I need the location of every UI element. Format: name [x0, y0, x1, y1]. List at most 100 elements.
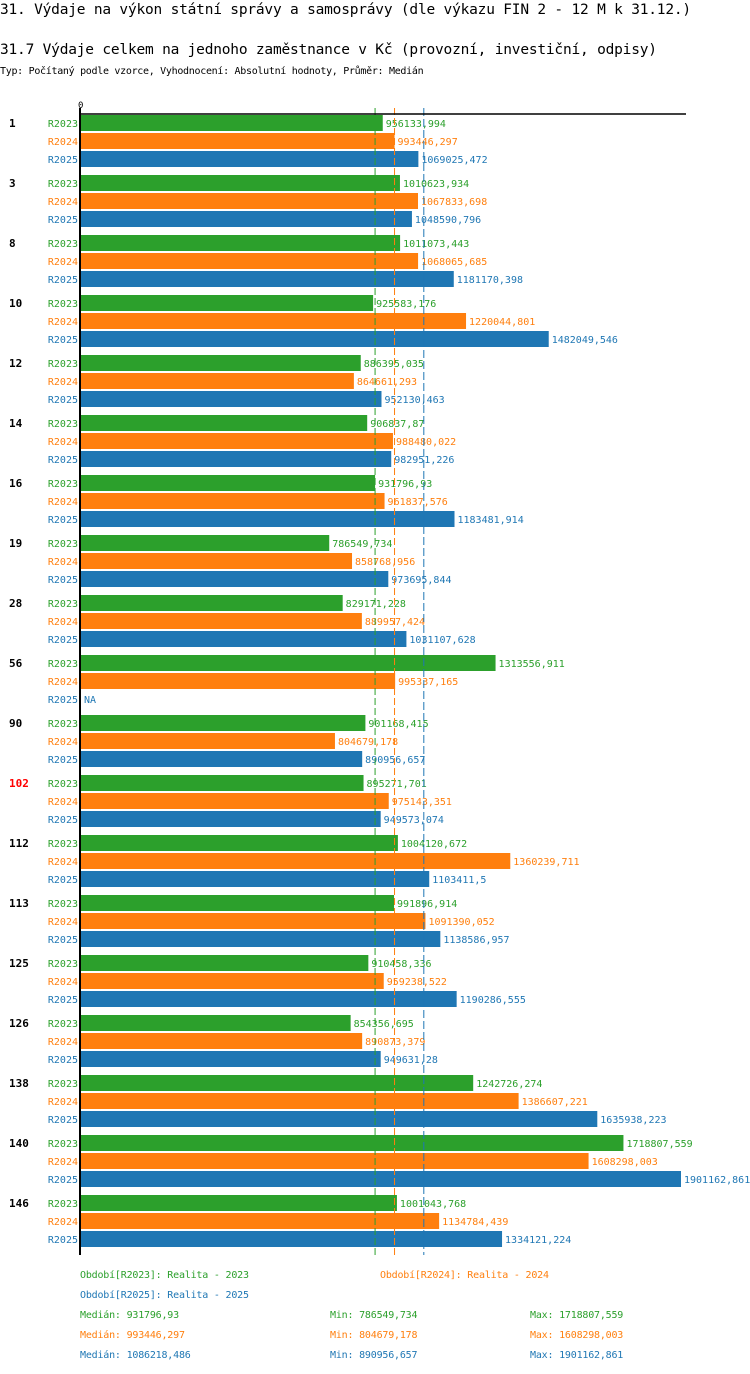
bar: [81, 271, 454, 287]
value-label: NA: [84, 695, 96, 706]
stat-median-r2024: Medián: 993446,297: [80, 1330, 185, 1341]
x-tick-label: 0: [78, 101, 83, 111]
value-label: 975143,351: [392, 797, 452, 808]
series-label: R2025: [48, 155, 78, 166]
value-label: 886395,035: [364, 359, 424, 370]
series-label: R2025: [48, 1055, 78, 1066]
value-label: 982951,226: [394, 455, 454, 466]
value-label: 1635938,223: [600, 1115, 666, 1126]
value-label: 1001043,768: [400, 1199, 466, 1210]
value-label: 890873,379: [365, 1037, 425, 1048]
bar: [81, 913, 426, 929]
category-label: 16: [9, 477, 23, 490]
value-label: 925583,176: [376, 299, 436, 310]
series-label: R2024: [48, 257, 78, 268]
legend-r2024: Období[R2024]: Realita - 2024: [380, 1270, 549, 1281]
value-label: 993446,297: [398, 137, 458, 148]
bar: [81, 391, 382, 407]
category-label: 3: [9, 177, 16, 190]
series-label: R2023: [48, 1139, 78, 1150]
value-label: 1608298,003: [592, 1157, 658, 1168]
series-label: R2024: [48, 917, 78, 928]
series-label: R2024: [48, 557, 78, 568]
series-label: R2025: [48, 1235, 78, 1246]
category-label: 1: [9, 117, 16, 130]
value-label: 959238,522: [387, 977, 447, 988]
series-label: R2024: [48, 437, 78, 448]
series-label: R2025: [48, 275, 78, 286]
value-label: 1183481,914: [458, 515, 524, 526]
series-label: R2025: [48, 635, 78, 646]
category-label: 102: [9, 777, 29, 790]
series-label: R2025: [48, 875, 78, 886]
bar: [81, 415, 368, 431]
value-label: 1138586,957: [443, 935, 509, 946]
value-label: 1360239,711: [513, 857, 579, 868]
section-title: 31. Výdaje na výkon státní správy a samo…: [0, 2, 691, 18]
bar: [81, 733, 335, 749]
bar: [81, 1051, 381, 1067]
value-label: 949573,074: [384, 815, 444, 826]
category-label: 146: [9, 1197, 29, 1210]
stat-min-r2023: Min: 786549,734: [330, 1310, 418, 1321]
bar: [81, 751, 363, 767]
category-label: 19: [9, 537, 22, 550]
value-label: 1181170,398: [457, 275, 523, 286]
bar: [81, 175, 400, 191]
bar: [81, 1153, 589, 1169]
value-label: 1067833,698: [421, 197, 487, 208]
legend-r2023: Období[R2023]: Realita - 2023: [80, 1270, 249, 1281]
value-label: 804679,178: [338, 737, 398, 748]
series-label: R2023: [48, 179, 78, 190]
bar: [81, 853, 511, 869]
series-label: R2025: [48, 335, 78, 346]
value-label: 1482049,546: [552, 335, 618, 346]
stat-max-r2025: Max: 1901162,861: [530, 1350, 624, 1361]
stat-min-r2025: Min: 890956,657: [330, 1350, 418, 1361]
value-label: 895271,701: [367, 779, 427, 790]
bar: [81, 451, 392, 467]
stat-median-r2023: Medián: 931796,93: [80, 1310, 179, 1321]
value-label: 1190286,555: [460, 995, 526, 1006]
bar: [81, 1033, 363, 1049]
series-label: R2023: [48, 479, 78, 490]
category-label: 14: [9, 417, 23, 430]
bar: [81, 1075, 474, 1091]
stat-median-r2025: Medián: 1086218,486: [80, 1350, 191, 1361]
value-label: 1069025,472: [421, 155, 487, 166]
bar: [81, 571, 389, 587]
series-label: R2023: [48, 359, 78, 370]
value-label: 854356,695: [354, 1019, 414, 1030]
bar: [81, 235, 401, 251]
series-label: R2024: [48, 857, 78, 868]
category-label: 10: [9, 297, 22, 310]
bar: [81, 1135, 624, 1151]
category-label: 12: [9, 357, 22, 370]
bar: [81, 355, 361, 371]
value-label: 931796,93: [378, 479, 432, 490]
bar: [81, 475, 376, 491]
bar: [81, 511, 455, 527]
series-label: R2024: [48, 497, 78, 508]
bar-chart: 0 1 R2023 956133,994 R2024 993446,297 R2025 106…: [9, 101, 750, 1255]
series-label: R2025: [48, 695, 78, 706]
series-label: R2023: [48, 539, 78, 550]
bar: [81, 115, 383, 131]
category-label: 90: [9, 717, 22, 730]
bar: [81, 373, 354, 389]
bar: [81, 715, 366, 731]
bar: [81, 931, 441, 947]
series-label: R2025: [48, 1115, 78, 1126]
bar: [81, 613, 362, 629]
bar: [81, 433, 393, 449]
series-label: R2024: [48, 1097, 78, 1108]
bar: [81, 295, 374, 311]
bar: [81, 253, 419, 269]
series-label: R2023: [48, 959, 78, 970]
series-label: R2023: [48, 899, 78, 910]
value-label: 991896,914: [397, 899, 457, 910]
value-label: 949631,28: [384, 1055, 438, 1066]
bar: [81, 895, 395, 911]
bar: [81, 595, 343, 611]
series-label: R2023: [48, 599, 78, 610]
